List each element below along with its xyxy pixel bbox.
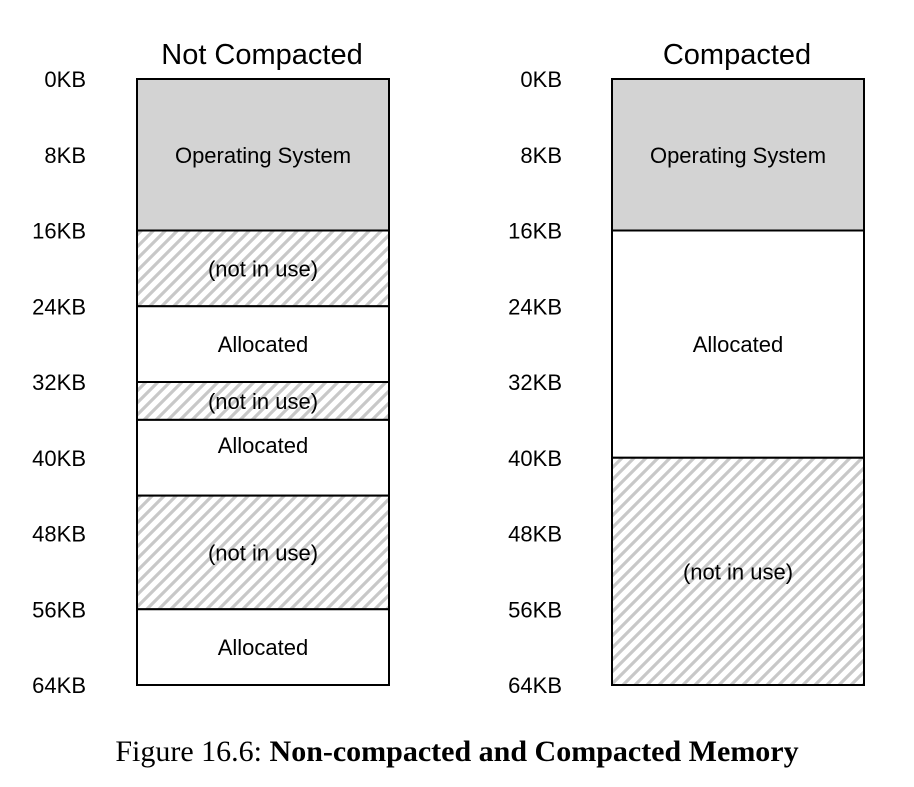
segment-label: Allocated xyxy=(693,332,784,357)
address-label: 48KB xyxy=(508,522,562,547)
address-label: 32KB xyxy=(32,370,86,395)
segment-label: Operating System xyxy=(650,143,826,168)
memory-segment-allocated xyxy=(136,608,390,686)
segment-label: Allocated xyxy=(218,433,309,458)
address-label: 8KB xyxy=(44,143,86,168)
segment-label: (not in use) xyxy=(683,559,793,584)
memory-diagram-compacted: Compacted 0KB 8KB 16KB 24KB 32KB 40KB 48KB 56KB 6… xyxy=(508,39,865,698)
figure-caption: Figure 16.6: Non-compacted and Compacted… xyxy=(0,735,914,769)
segment-label: Allocated xyxy=(218,332,309,357)
segment-label: Operating System xyxy=(175,143,351,168)
segment-label: (not in use) xyxy=(208,256,318,281)
address-label: 40KB xyxy=(32,446,86,471)
address-label: 32KB xyxy=(508,370,562,395)
address-label: 8KB xyxy=(520,143,562,168)
address-label: 0KB xyxy=(44,67,86,92)
caption-prefix: Figure 16.6: xyxy=(115,735,270,768)
memory-segment-os xyxy=(136,78,390,232)
memory-segment-free xyxy=(611,456,865,686)
memory-segment-allocated xyxy=(136,305,390,383)
address-label: 24KB xyxy=(32,294,86,319)
segment-label: Allocated xyxy=(218,635,309,660)
address-label: 64KB xyxy=(32,673,86,698)
memory-diagram-not-compacted: Not Compacted 0KB 8KB 16KB 24KB 32KB 40KB 48KB 5… xyxy=(32,39,390,698)
address-label: 56KB xyxy=(32,597,86,622)
address-label: 56KB xyxy=(508,597,562,622)
memory-segment-free xyxy=(136,494,390,611)
segment-label: (not in use) xyxy=(208,389,318,414)
address-label: 48KB xyxy=(32,522,86,547)
address-label: 24KB xyxy=(508,294,562,319)
address-label: 0KB xyxy=(520,67,562,92)
caption-title: Non-compacted and Compacted Memory xyxy=(269,735,799,768)
address-label: 64KB xyxy=(508,673,562,698)
memory-segment-free xyxy=(136,229,390,308)
memory-segment-free xyxy=(136,381,390,421)
diagram-title: Compacted xyxy=(663,39,811,71)
diagram-title: Not Compacted xyxy=(161,39,363,71)
segment-label: (not in use) xyxy=(208,540,318,565)
address-label: 16KB xyxy=(32,219,86,244)
memory-segment-os xyxy=(611,78,865,232)
address-label: 16KB xyxy=(508,219,562,244)
address-label: 40KB xyxy=(508,446,562,471)
